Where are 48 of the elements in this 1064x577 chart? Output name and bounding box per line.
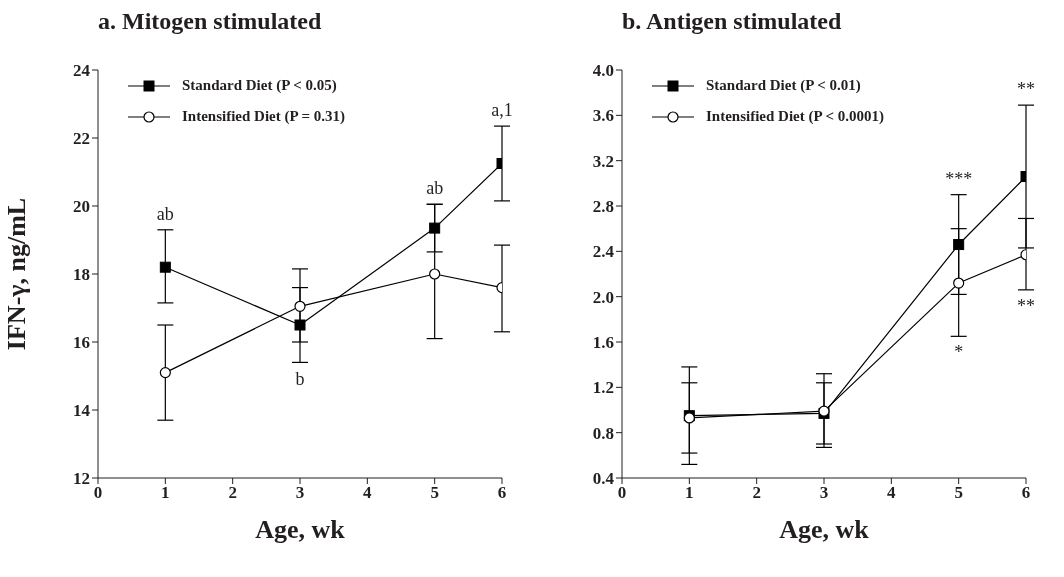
x-axis-title: Age, wk [255,515,346,544]
x-tick-label: 0 [93,483,103,503]
legend-label: Standard Diet (P < 0.05) [182,77,337,94]
annotation: ** [1017,79,1035,100]
chart-title: b. Antigen stimulated [622,8,842,35]
y-tick-label: 22 [73,129,90,149]
y-tick-label: 12 [73,469,90,489]
annotation: * [954,342,964,363]
y-tick-label: 14 [73,401,91,421]
x-tick-label: 4 [363,483,373,503]
annotation: ** [1017,295,1035,316]
x-tick-label: 3 [295,483,305,503]
y-tick-label: 24 [73,61,91,81]
x-tick-label: 0 [617,483,627,503]
x-tick-label: 6 [497,483,507,503]
y-tick-label: 20 [73,197,90,217]
y-tick-label: 1.6 [592,333,614,353]
x-tick-label: 2 [752,483,761,503]
x-tick-label: 4 [887,483,897,503]
x-tick-label: 6 [1021,483,1031,503]
legend-label: Standard Diet (P < 0.01) [706,77,861,94]
x-tick-label: 5 [430,483,439,503]
x-tick-label: 3 [819,483,829,503]
annotation: ab [156,203,174,224]
y-tick-label: 0.4 [592,469,615,489]
annotation: *** [945,168,973,189]
y-tick-label: 2.4 [592,242,615,262]
y-axis-title: IFN-γ, ng/mL [2,197,32,351]
x-tick-label: 5 [954,483,963,503]
y-tick-label: 2.0 [592,287,614,307]
x-tick-label: 1 [161,483,170,503]
annotation: a,1 [491,100,513,121]
annotation: b [295,368,305,389]
x-tick-label: 2 [228,483,237,503]
y-tick-label: 3.2 [592,151,614,171]
y-tick-label: 3.6 [592,106,614,126]
annotation: ab [426,178,444,199]
y-tick-label: 18 [73,265,90,285]
legend-label: Intensified Diet (P < 0.0001) [706,108,885,125]
chart-title: a. Mitogen stimulated [98,8,322,35]
x-tick-label: 1 [685,483,694,503]
y-tick-label: 4.0 [592,61,614,81]
x-axis-title: Age, wk [779,515,870,544]
y-tick-label: 1.2 [592,378,614,398]
y-tick-label: 0.8 [592,423,614,443]
y-tick-label: 16 [73,333,90,353]
y-tick-label: 2.8 [592,197,614,217]
legend-label: Intensified Diet (P = 0.31) [182,108,346,125]
